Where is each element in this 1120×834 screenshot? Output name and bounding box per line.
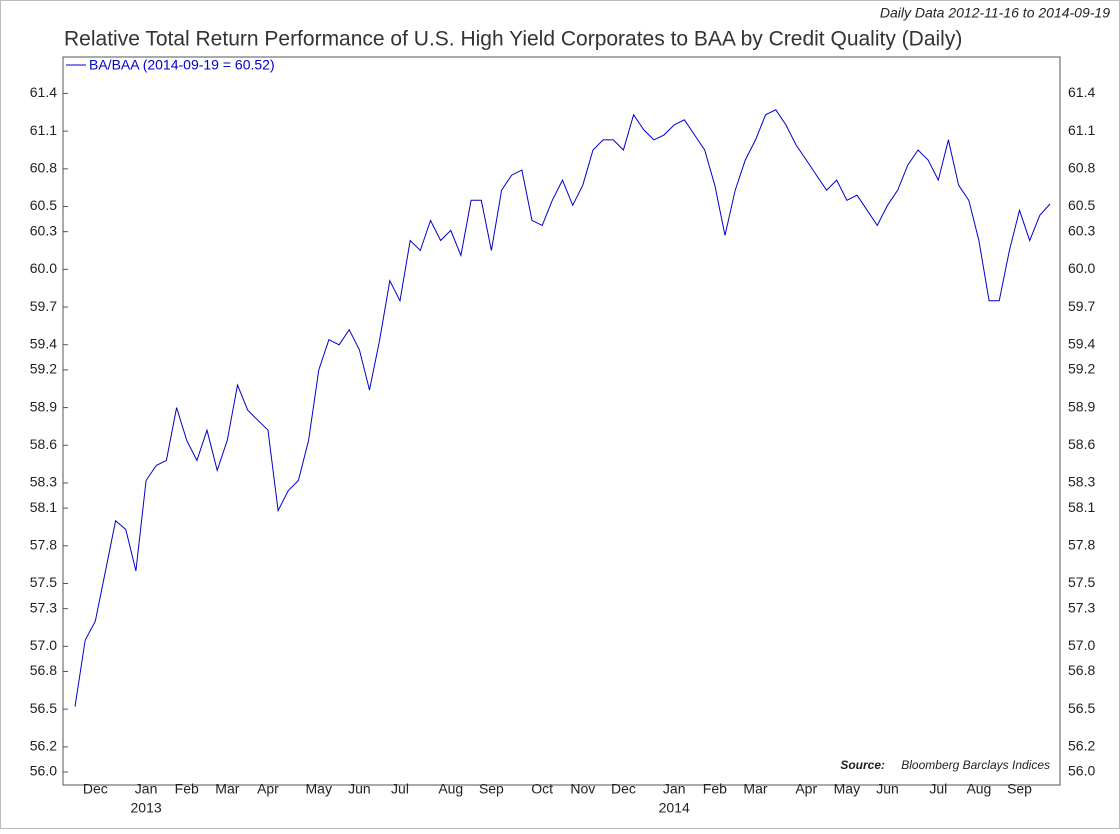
y-tick-label: 57.8	[30, 537, 57, 553]
x-tick-label: Oct	[531, 781, 553, 797]
y-tick-label: 60.8	[30, 160, 57, 176]
y2-tick-label: 56.8	[1068, 662, 1095, 678]
y-tick-label: 60.3	[30, 222, 57, 238]
x-tick-label: Aug	[438, 781, 463, 797]
y-tick-label: 59.4	[30, 335, 57, 351]
y2-tick-label: 60.0	[1068, 260, 1095, 276]
y-tick-label: 56.8	[30, 662, 57, 678]
y2-tick-label: 59.4	[1068, 335, 1095, 351]
x-year-label: 2013	[131, 800, 162, 816]
y-tick-label: 56.0	[30, 763, 57, 779]
x-tick-label: May	[306, 781, 332, 797]
x-tick-label: Nov	[570, 781, 595, 797]
y-tick-label: 56.5	[30, 700, 57, 716]
y-tick-label: 59.7	[30, 298, 57, 314]
y-tick-label: 58.1	[30, 499, 57, 515]
y2-tick-label: 58.6	[1068, 436, 1095, 452]
x-tick-label: Jun	[348, 781, 371, 797]
y2-tick-label: 56.0	[1068, 763, 1095, 779]
y2-tick-label: 58.9	[1068, 398, 1095, 414]
y-tick-label: 61.4	[30, 84, 57, 100]
y2-tick-label: 56.5	[1068, 700, 1095, 716]
x-tick-label: Dec	[83, 781, 108, 797]
x-tick-label: Jan	[663, 781, 686, 797]
x-tick-label: Apr	[257, 781, 279, 797]
x-tick-label: Jul	[391, 781, 409, 797]
y-tick-label: 57.0	[30, 637, 57, 653]
x-tick-label: Jun	[876, 781, 899, 797]
y-tick-label: 60.0	[30, 260, 57, 276]
date-range: Daily Data 2012-11-16 to 2014-09-19	[880, 5, 1110, 21]
y2-tick-label: 57.3	[1068, 599, 1095, 615]
y2-tick-label: 56.2	[1068, 738, 1095, 754]
x-tick-label: Feb	[703, 781, 727, 797]
y2-tick-label: 59.2	[1068, 361, 1095, 377]
y-tick-label: 58.9	[30, 398, 57, 414]
y-tick-label: 59.2	[30, 361, 57, 377]
series-line	[74, 109, 1051, 707]
x-tick-label: May	[834, 781, 860, 797]
y2-tick-label: 60.5	[1068, 197, 1095, 213]
x-tick-label: Apr	[795, 781, 817, 797]
y2-tick-label: 58.1	[1068, 499, 1095, 515]
legend-label: BA/BAA (2014-09-19 = 60.52)	[89, 57, 275, 73]
y-tick-label: 57.3	[30, 599, 57, 615]
y2-tick-label: 58.3	[1068, 474, 1095, 490]
y-tick-label: 56.2	[30, 738, 57, 754]
x-tick-label: Dec	[611, 781, 636, 797]
x-tick-label: Jan	[135, 781, 158, 797]
x-tick-label: Aug	[966, 781, 991, 797]
y2-tick-label: 60.8	[1068, 160, 1095, 176]
y2-tick-label: 59.7	[1068, 298, 1095, 314]
chart-title: Relative Total Return Performance of U.S…	[64, 28, 962, 51]
source: Bloomberg Barclays Indices	[901, 758, 1050, 772]
y-tick-label: 61.1	[30, 122, 57, 138]
x-tick-label: Mar	[215, 781, 239, 797]
x-tick-label: Jul	[929, 781, 947, 797]
plot-frame	[62, 56, 1061, 786]
y-tick-label: 57.5	[30, 574, 57, 590]
y2-tick-label: 57.8	[1068, 537, 1095, 553]
x-tick-label: Feb	[175, 781, 199, 797]
x-year-label: 2014	[659, 800, 690, 816]
y2-tick-label: 57.5	[1068, 574, 1095, 590]
y-tick-label: 58.6	[30, 436, 57, 452]
y2-tick-label: 60.3	[1068, 222, 1095, 238]
y-tick-label: 60.5	[30, 197, 57, 213]
y2-tick-label: 61.1	[1068, 122, 1095, 138]
x-tick-label: Sep	[479, 781, 504, 797]
source-label: Source:	[840, 758, 885, 772]
y2-tick-label: 57.0	[1068, 637, 1095, 653]
x-tick-label: Mar	[743, 781, 767, 797]
y2-tick-label: 61.4	[1068, 84, 1095, 100]
x-tick-label: Sep	[1007, 781, 1032, 797]
y-tick-label: 58.3	[30, 474, 57, 490]
